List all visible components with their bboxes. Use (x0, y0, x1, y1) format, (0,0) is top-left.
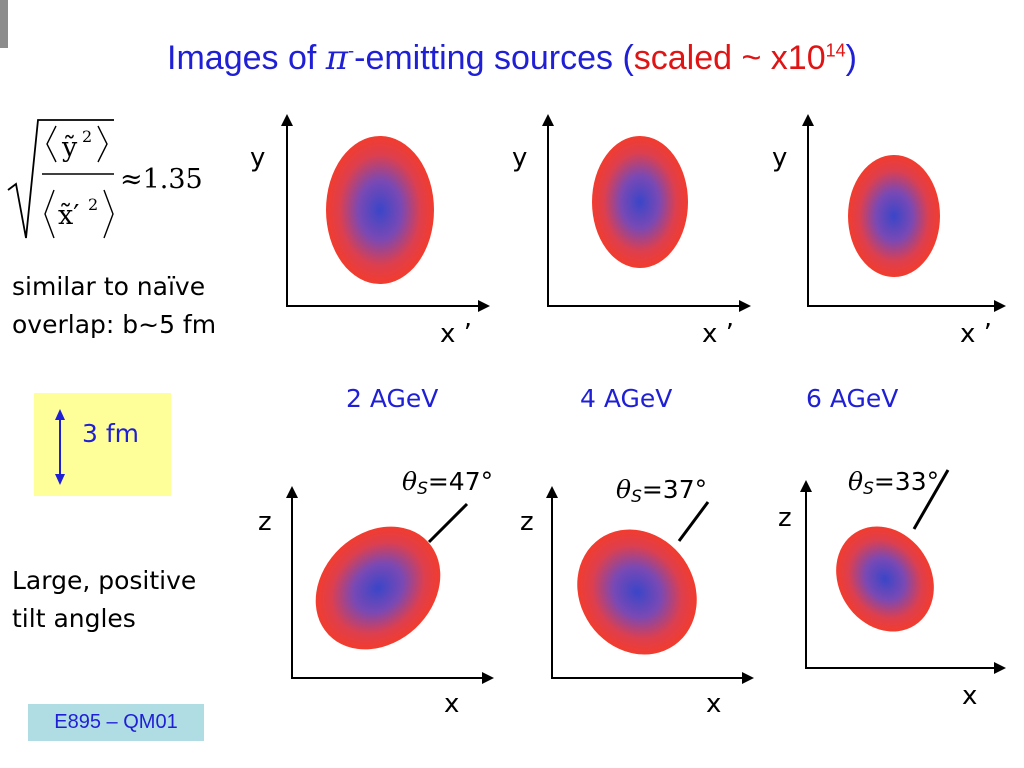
numerator-variable: ỹ (61, 132, 78, 163)
numerator-left-bracket (46, 125, 57, 163)
bottom-plot-6agev: z x θS=33° (778, 467, 1006, 711)
bottom-plot-6-ylabel: z (778, 503, 792, 533)
numerator-power: 2 (82, 127, 92, 146)
top-plot-2-axes (281, 114, 490, 312)
similar-note-line-2: overlap: b~5 fm (12, 310, 217, 339)
bottom-plot-6-xlabel: x (962, 681, 977, 711)
source-image-xy-4agev (592, 136, 688, 268)
similar-overlap-note: similar to naïve overlap: b~5 fm (12, 268, 216, 344)
tilt-angle-indicator-2 (427, 502, 469, 544)
source-image-xy-2agev (326, 136, 434, 284)
top-plot-4-ylabel: y (512, 143, 527, 173)
title-pi-charge: - (348, 40, 355, 61)
bottom-plot-4-axes (546, 486, 754, 684)
scale-bar-arrow-up (55, 409, 65, 420)
similar-note-line-1: similar to naïve (12, 272, 206, 301)
bottom-plot-2agev: z x θS=47° (258, 467, 494, 719)
ratio-formula: ỹ 2 x̃′ 2 ≈1.35 (6, 118, 226, 248)
bottom-plot-2-ylabel: z (258, 507, 272, 537)
energy-label-4: 4 AGeV (580, 384, 673, 413)
tilt-note-line-1: Large, positive (12, 566, 197, 595)
bottom-plot-4agev: z x θS=37° (520, 475, 754, 719)
top-plot-2agev: y x ’ (250, 114, 490, 349)
numerator-right-bracket (97, 125, 108, 163)
title-pi-symbol: π (325, 38, 349, 78)
source-image-xz-6agev (836, 526, 934, 632)
scale-bar-arrow-down (55, 474, 65, 485)
bottom-plot-2-xlabel: x (444, 689, 459, 719)
source-image-xy-6agev (848, 155, 940, 277)
top-plot-6agev: y x ’ (772, 114, 1006, 349)
top-plot-6-axes (802, 114, 1006, 312)
title-suffix: ) (845, 39, 857, 77)
top-plot-4agev: y x ’ (512, 114, 751, 349)
title-exponent: 14 (825, 40, 846, 61)
tilt-angle-indicator-6 (912, 469, 950, 530)
bottom-plot-4-xlabel: x (706, 689, 721, 719)
top-plot-6-ylabel: y (772, 143, 787, 173)
slide-corner-marker (0, 0, 8, 48)
tilt-angle-label-6: θS=33° (848, 467, 939, 499)
bottom-plot-6-axes (800, 480, 1006, 674)
title-middle: -emitting sources ( (354, 39, 634, 77)
source-image-xz-4agev (577, 529, 697, 655)
ratio-value: ≈1.35 (120, 164, 203, 195)
energy-label-2: 2 AGeV (346, 384, 439, 413)
top-plot-6-xlabel: x ’ (960, 319, 992, 349)
tilt-angle-label-2: θS=47° (402, 467, 493, 499)
scale-bar-label: 3 fm (82, 419, 140, 448)
bottom-plot-2-axes (286, 486, 494, 684)
tilt-note-line-2: tilt angles (12, 604, 136, 633)
tilt-angle-note: Large, positive tilt angles (12, 562, 196, 638)
title-prefix: Images of (167, 39, 326, 77)
slide-title: Images of π--emitting sources (scaled ~ … (0, 38, 1024, 78)
denominator-left-bracket (44, 189, 55, 239)
scale-bar-box: 3 fm (34, 393, 171, 496)
sqrt-sign (7, 119, 114, 239)
bottom-plot-4-ylabel: z (520, 507, 534, 537)
source-image-xz-2agev (315, 526, 441, 650)
top-plot-4-xlabel: x ’ (702, 319, 734, 349)
top-plot-2-xlabel: x ’ (440, 319, 472, 349)
footer-tag: E895 – QM01 (28, 704, 204, 741)
top-plot-4-axes (542, 114, 751, 312)
tilt-angle-label-4: θS=37° (616, 475, 707, 507)
tilt-angle-indicator-4 (677, 501, 710, 542)
denominator-right-bracket (103, 189, 114, 239)
denominator-power: 2 (88, 195, 98, 214)
title-scaled: scaled ~ x10 (633, 39, 826, 77)
energy-label-6: 6 AGeV (806, 384, 899, 413)
denominator-variable: x̃′ (58, 200, 79, 231)
top-plot-2-ylabel: y (250, 143, 265, 173)
